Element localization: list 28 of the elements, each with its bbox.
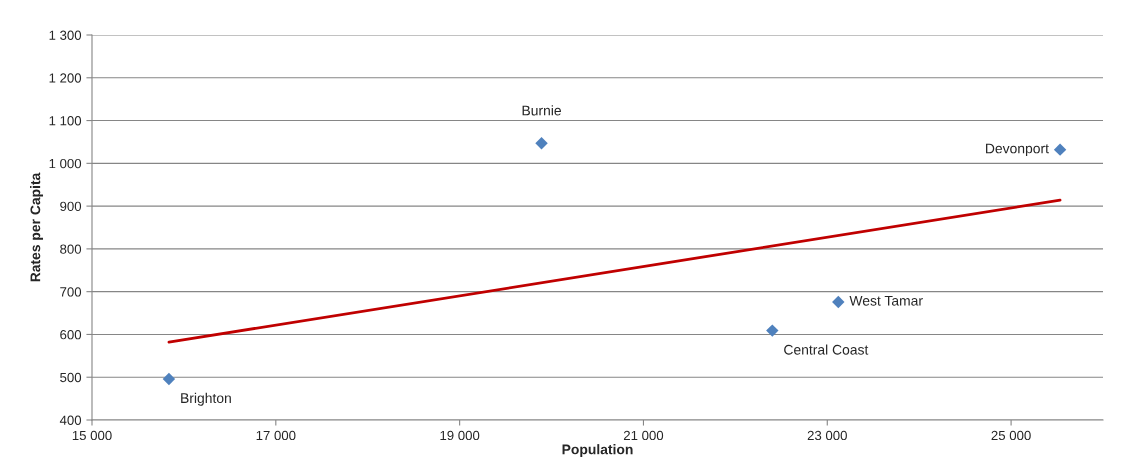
y-tick-label: 800 — [60, 244, 82, 254]
y-tick-label: 1 300 — [49, 30, 82, 40]
x-tick-label: 25 000 — [991, 430, 1031, 441]
point — [162, 372, 176, 386]
y-tick-label: 900 — [60, 201, 82, 212]
y-tick-label: 1 200 — [49, 73, 82, 83]
y-tick-label: 1 000 — [49, 158, 82, 169]
x-tick-label: 15 000 — [72, 430, 112, 441]
y-tick-label: 500 — [60, 372, 82, 383]
data-label: Central Coast — [784, 344, 869, 355]
point — [832, 295, 845, 309]
y-tick-label: 400 — [59, 415, 82, 425]
point — [1053, 143, 1067, 156]
x-axis-title: Population — [562, 444, 633, 458]
x-tick-label: 19 000 — [440, 430, 480, 441]
x-tick-label: 23 000 — [807, 430, 847, 441]
y-tick-label: 600 — [60, 330, 82, 340]
data-label: Brighton — [181, 392, 231, 406]
x-tick-label: 21 000 — [623, 430, 664, 441]
data-label: West Tamar — [849, 295, 923, 306]
y-tick-label: 1 100 — [49, 116, 82, 126]
point — [535, 137, 548, 150]
data-label: Devonport — [986, 143, 1049, 157]
x-tick-label: 17 000 — [256, 430, 296, 441]
point — [766, 324, 779, 337]
data-label: Burnie — [522, 105, 561, 116]
y-tick-label: 700 — [60, 287, 82, 297]
y-axis-title: Rates per Capita — [30, 172, 44, 282]
